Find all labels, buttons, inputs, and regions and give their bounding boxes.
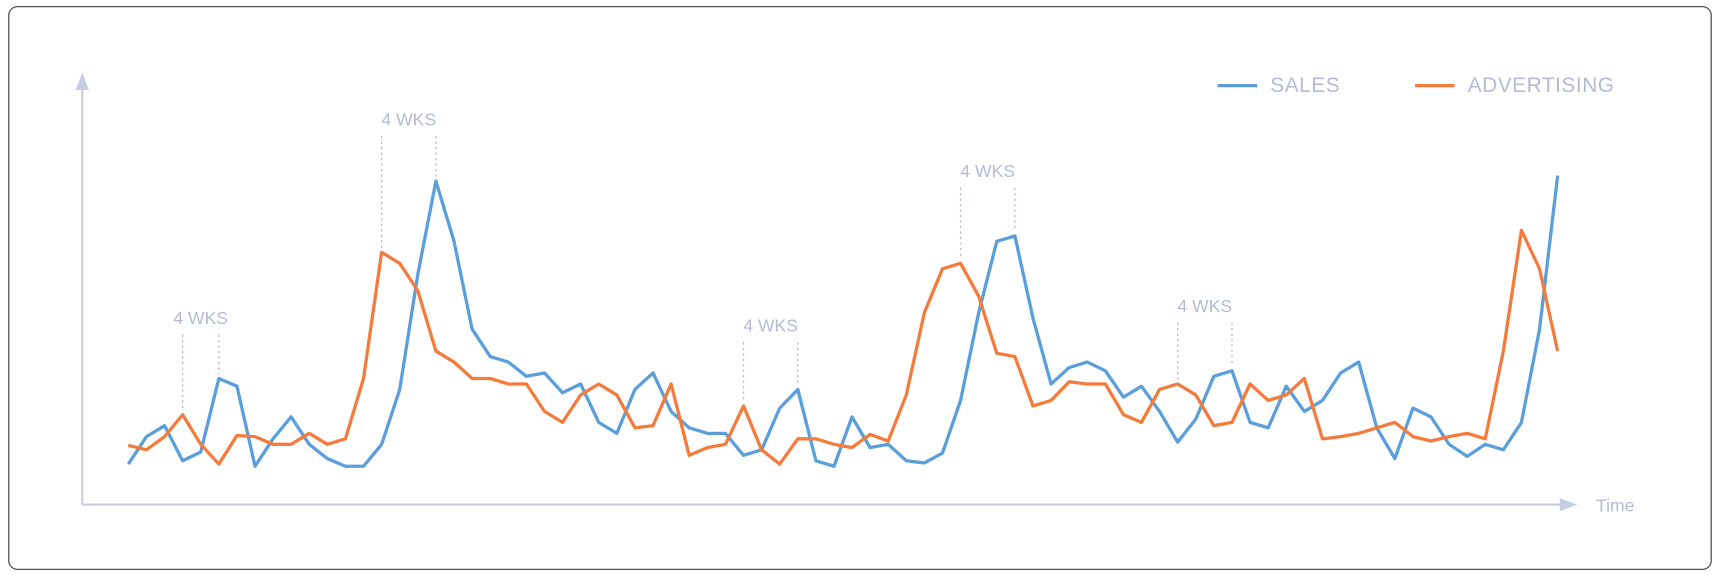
annotation: 4 WKS [1178,296,1233,316]
legend-label: ADVERTISING [1468,74,1615,97]
annotation: 4 WKS [173,308,228,328]
y-axis-arrow [75,72,89,91]
x-axis-arrow [1559,498,1578,512]
series-line [126,175,1560,468]
annotation: 4 WKS [743,316,798,336]
x-axis-label: Time [1596,495,1634,515]
frame [8,5,1712,571]
annotation: 4 WKS [960,161,1015,181]
annotation: 4 WKS [381,109,436,129]
series-line [127,228,1560,466]
legend-label: SALES [1270,74,1340,97]
